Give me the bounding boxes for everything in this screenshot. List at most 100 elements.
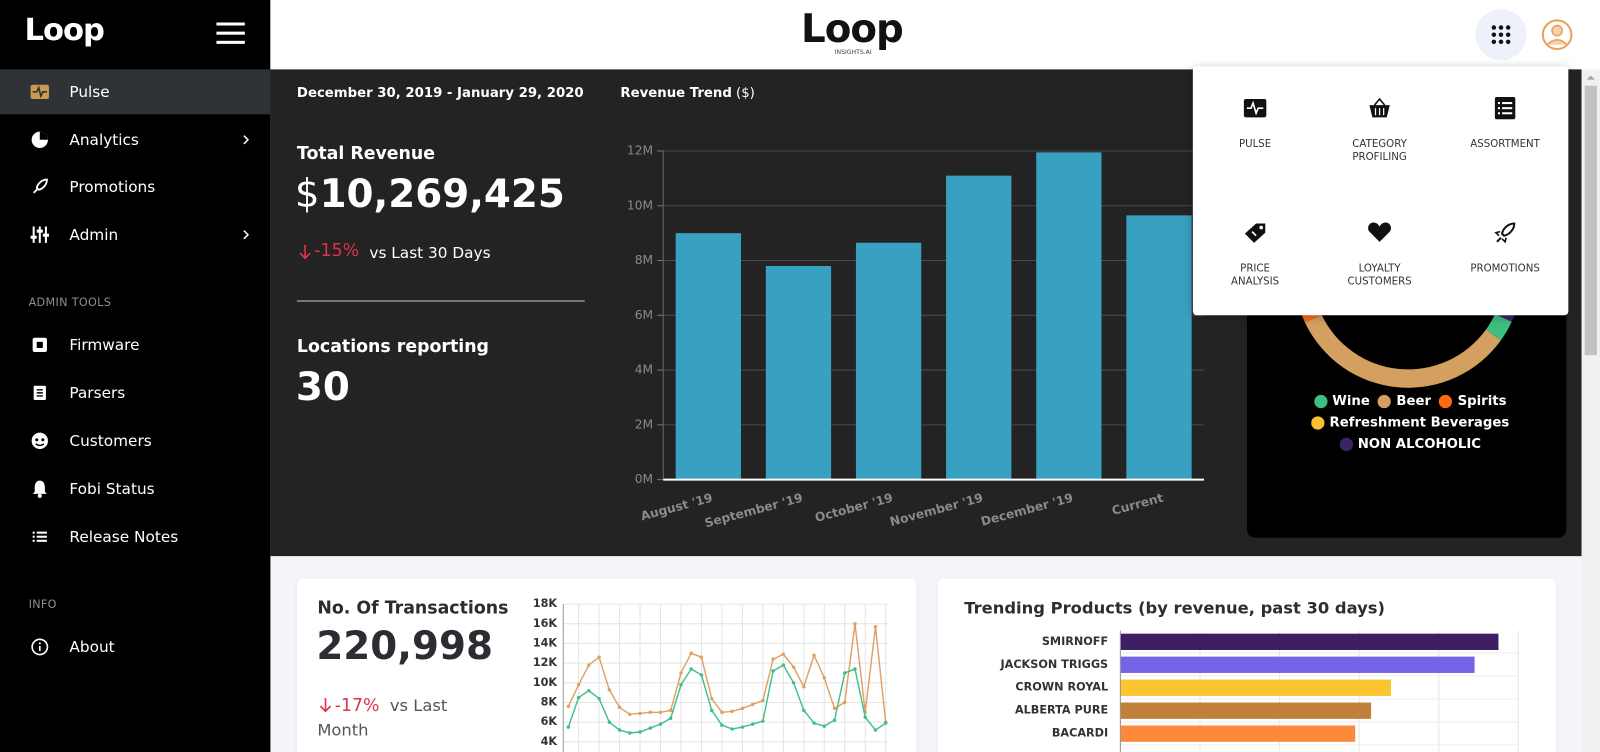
menu-label: ASSORTMENT [1470, 138, 1540, 150]
point [781, 652, 786, 657]
legend-item[interactable]: NON ALCOHOLIC [1339, 437, 1481, 452]
bar [675, 233, 741, 480]
nav-item[interactable]: Promotions [0, 164, 270, 209]
scroll-thumb[interactable] [1584, 85, 1597, 356]
point [822, 724, 827, 728]
menu-item[interactable]: LOYALTY CUSTOMERS [1323, 221, 1435, 288]
card-title: No. Of Transactions [317, 597, 509, 619]
y-tick-label: JACKSON TRIGGS [999, 658, 1108, 671]
nav-item[interactable]: Admin [0, 212, 270, 257]
point [771, 669, 775, 673]
point [638, 730, 642, 734]
currency-symbol: $ [294, 171, 320, 217]
chart-title: Revenue Trend ($) [620, 86, 754, 101]
legend-label: Spirits [1457, 393, 1507, 410]
point [658, 710, 663, 715]
nav-item[interactable]: Parsers [0, 370, 270, 415]
nav-label: Admin [69, 225, 119, 244]
point [628, 731, 632, 735]
promotions-icon [33, 178, 48, 194]
nav-label: Release Notes [69, 527, 179, 546]
kpi-value: $10,269,425 [295, 171, 565, 216]
point [832, 718, 837, 722]
bar [1120, 633, 1499, 650]
kpi-change: -17% [334, 695, 380, 717]
bar [1126, 215, 1192, 480]
kpi-change-label: vs Last Month [317, 695, 448, 740]
nav-label: Analytics [69, 130, 139, 149]
nav-label: Promotions [69, 177, 156, 196]
menu-item[interactable]: ASSORTMENT [1449, 96, 1561, 151]
point [750, 722, 755, 726]
point [730, 709, 734, 714]
hamburger-button[interactable] [216, 22, 245, 44]
legend-label: Beer [1396, 393, 1432, 410]
nav-item[interactable]: Analytics [0, 117, 270, 162]
admin-icon [30, 226, 49, 243]
menu-item[interactable]: PROMOTIONS [1449, 221, 1561, 275]
point [812, 721, 816, 725]
user-avatar[interactable] [1541, 18, 1574, 51]
legend-swatch [1339, 437, 1353, 452]
point [668, 708, 673, 713]
point [709, 696, 714, 701]
kpi-value: 30 [295, 364, 350, 410]
header-logo[interactable]: Loop [801, 6, 904, 52]
top-bar: Loop INSIGHTS.AI [270, 0, 1600, 70]
nav-item[interactable]: Release Notes [0, 514, 270, 559]
sidebar-logo[interactable]: Loop [24, 12, 104, 48]
about-icon [31, 638, 49, 656]
legend-item[interactable]: Beer [1378, 394, 1431, 409]
pulse-icon [30, 84, 49, 99]
y-tick-label: 18K [533, 597, 559, 610]
legend-item[interactable]: Refreshment Beverages [1311, 415, 1510, 431]
point [883, 721, 888, 725]
nav-item[interactable]: Customers [0, 418, 270, 463]
point [832, 706, 837, 711]
x-tick-label: November '19 [888, 491, 984, 529]
nav-item[interactable]: About [0, 624, 270, 669]
parsers-icon [33, 385, 46, 400]
legend-swatch [1439, 394, 1453, 409]
scroll-arrow [1586, 75, 1595, 80]
point [791, 665, 796, 669]
nav-item[interactable]: Fobi Status [0, 466, 270, 511]
fobi-status-icon [32, 480, 47, 498]
y-tick-label: 8K [541, 695, 559, 708]
nav-item[interactable]: Firmware [0, 322, 270, 367]
nav-item[interactable]: Pulse [0, 69, 271, 115]
kpi-value: 220,998 [316, 623, 493, 669]
card-title: Trending Products (by revenue, past 30 d… [964, 597, 1385, 618]
point [566, 725, 571, 729]
donut-slice [1485, 314, 1512, 341]
point [689, 667, 693, 671]
chart-title-text: Revenue Trend [620, 85, 732, 102]
point [771, 657, 775, 661]
kpi-change-label: vs Last 30 Days [369, 243, 491, 263]
customers-icon [31, 432, 48, 449]
legend-label: Wine [1332, 393, 1370, 410]
x-tick-label: October '19 [813, 491, 894, 525]
point [740, 706, 745, 711]
point [617, 705, 622, 710]
menu-item[interactable]: PULSE [1199, 97, 1311, 151]
apps-button[interactable] [1475, 9, 1527, 61]
menu-item[interactable]: PRICE ANALYSIS [1199, 221, 1311, 288]
nav-label: Pulse [69, 82, 110, 102]
legend-label: Refreshment Beverages [1329, 415, 1510, 431]
y-tick-label: 8M [635, 253, 653, 267]
menu-label: PROMOTIONS [1470, 263, 1540, 275]
section-heading: ADMIN TOOLS [28, 295, 112, 310]
point [668, 716, 673, 720]
menu-item[interactable]: CATEGORY PROFILING [1323, 97, 1435, 164]
point [699, 655, 704, 659]
legend-item[interactable]: Wine [1313, 393, 1370, 410]
scrollbar[interactable] [1581, 69, 1600, 752]
y-tick-label: 4M [635, 363, 653, 377]
series-line [567, 623, 887, 723]
down-arrow [319, 697, 332, 713]
down-arrow [299, 244, 311, 260]
legend-item[interactable]: Spirits [1439, 393, 1507, 410]
kpi-label: Total Revenue [296, 143, 436, 165]
